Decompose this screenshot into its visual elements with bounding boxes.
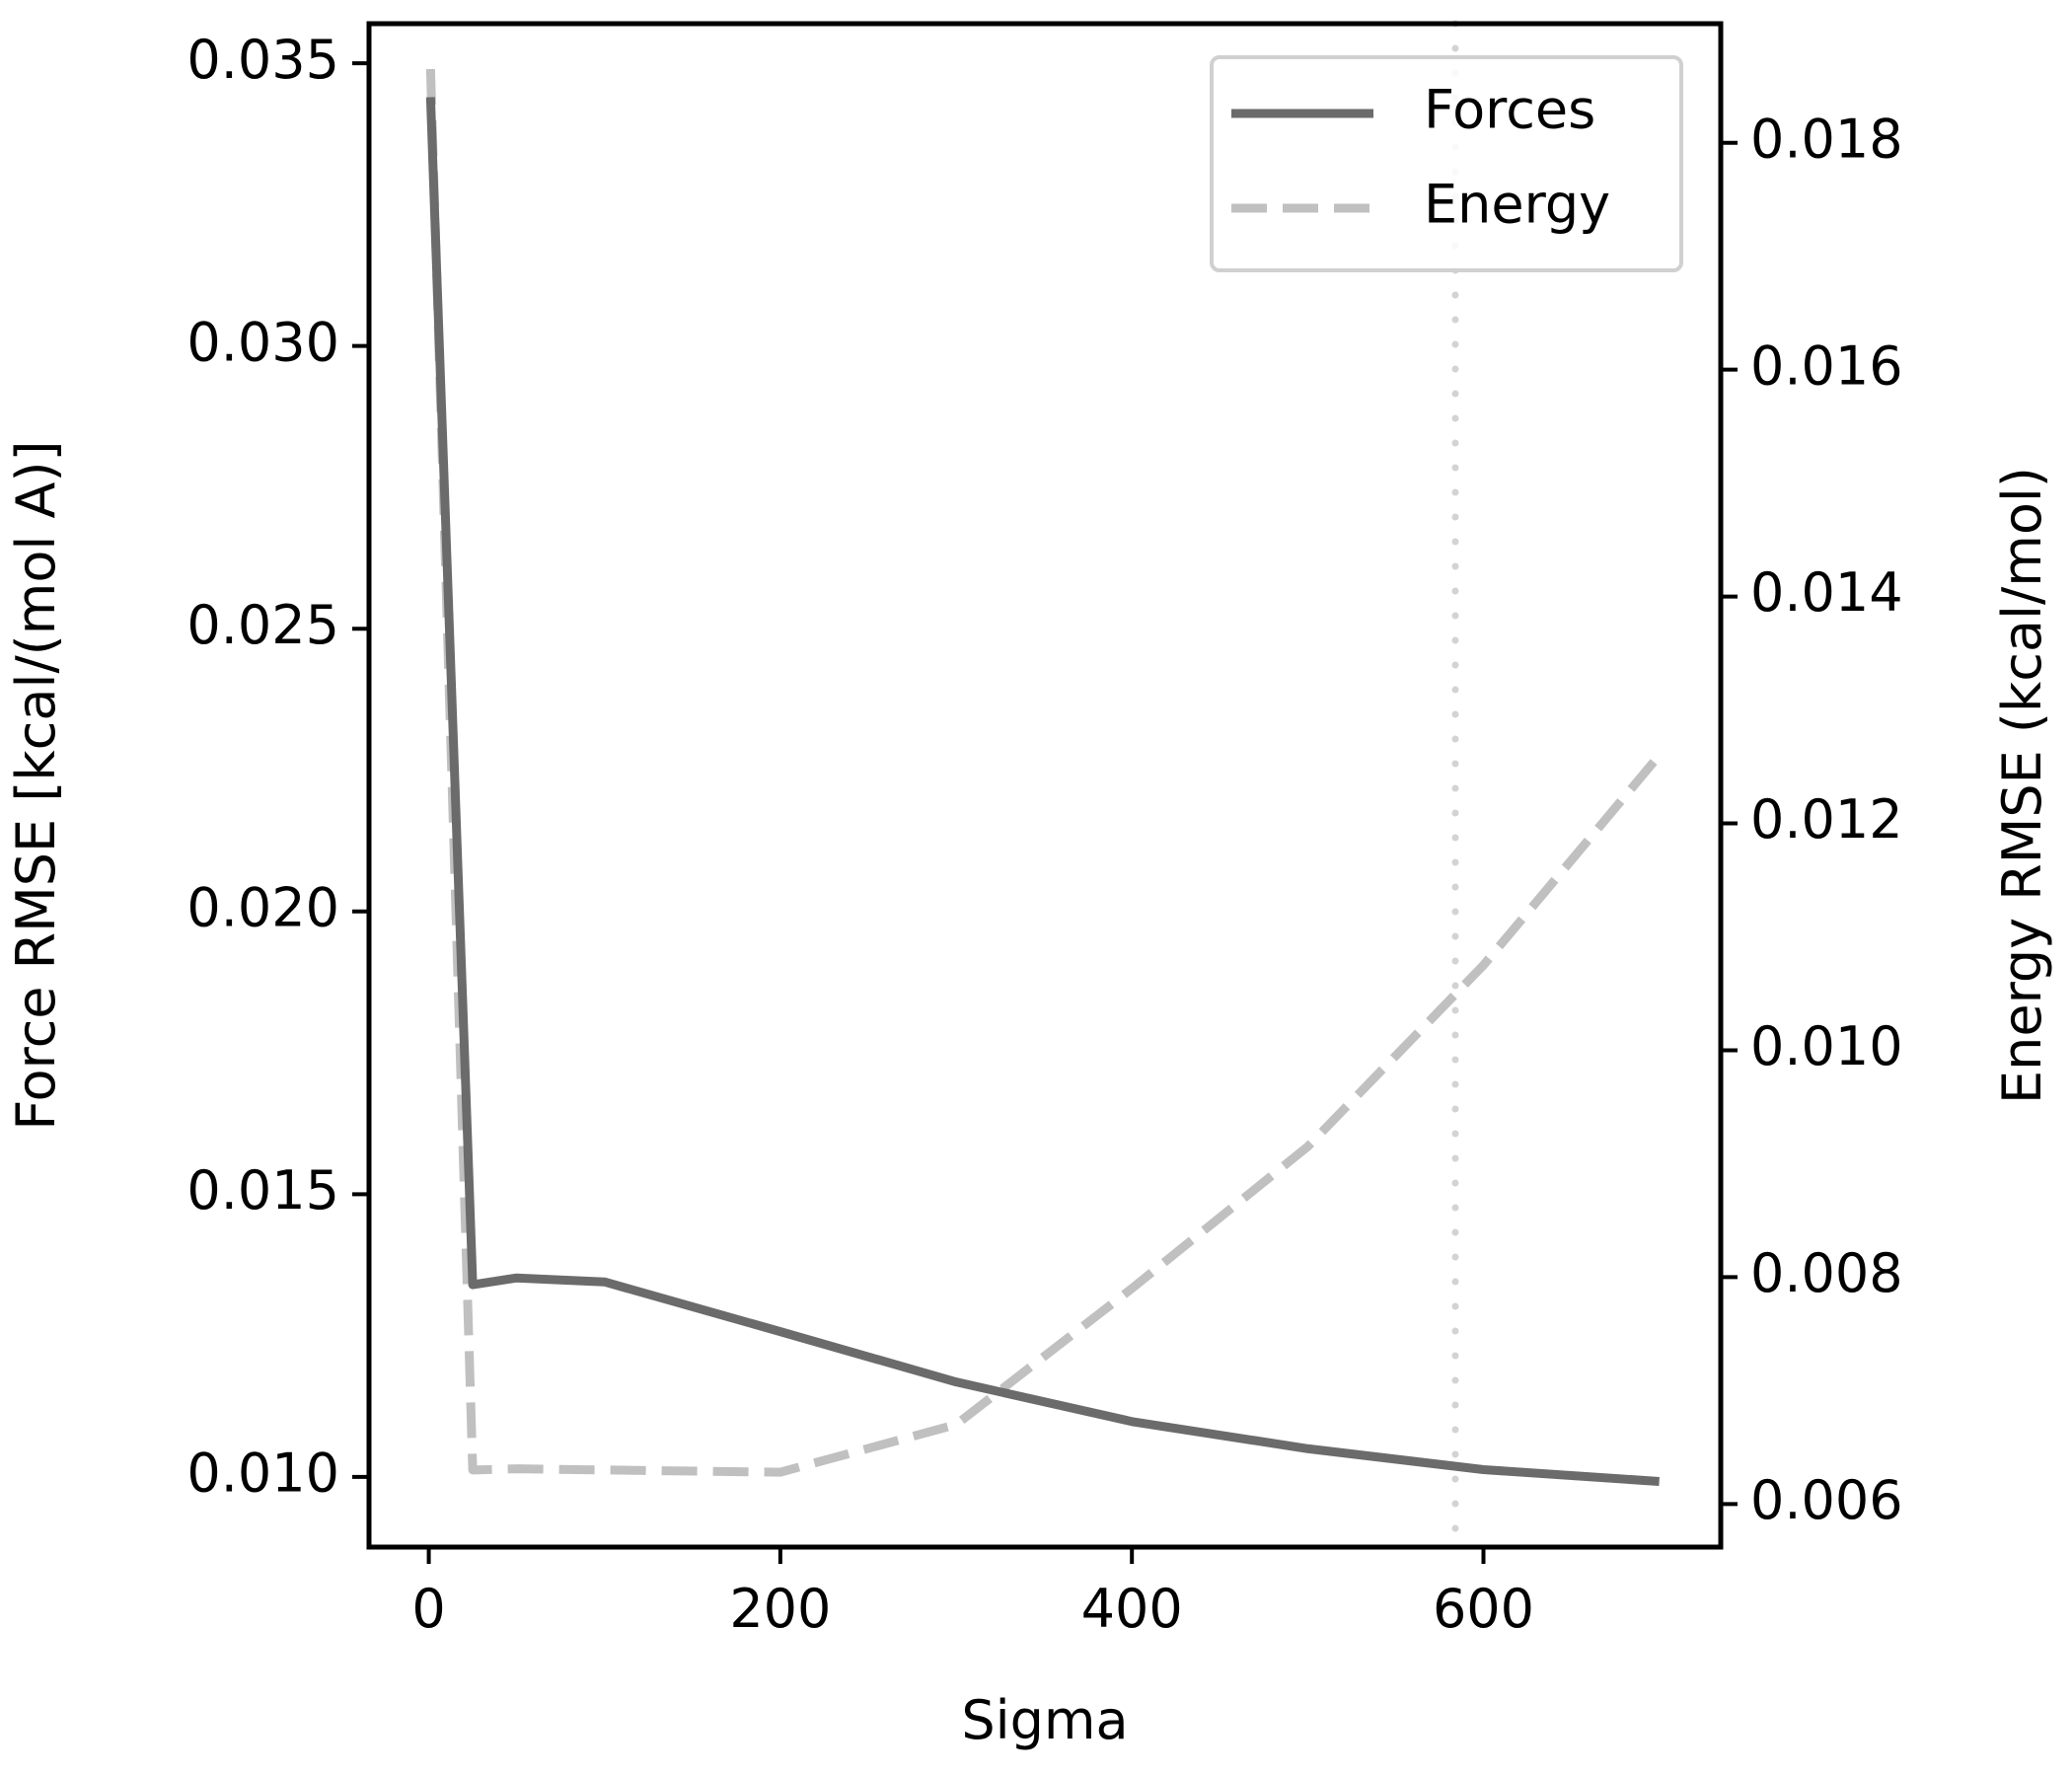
legend-label-energy: Energy xyxy=(1424,174,1610,236)
x-axis-label: Sigma xyxy=(961,1689,1128,1751)
right-y-tick-label: 0.012 xyxy=(1750,788,1903,851)
legend: Forces Energy xyxy=(1212,57,1681,270)
right-y-tick-label: 0.016 xyxy=(1750,334,1903,397)
right-y-tick-label: 0.014 xyxy=(1750,561,1903,624)
left-y-tick-label: 0.025 xyxy=(186,594,339,656)
right-y-tick-label: 0.010 xyxy=(1750,1015,1903,1077)
right-y-tick-label: 0.018 xyxy=(1750,108,1903,170)
x-tick-label: 400 xyxy=(1081,1578,1183,1640)
left-y-tick-label: 0.020 xyxy=(186,876,339,938)
left-y-tick-label: 0.030 xyxy=(186,311,339,373)
left-y-tick-label: 0.035 xyxy=(186,29,339,91)
right-y-tick-label: 0.006 xyxy=(1750,1469,1903,1531)
right-y-tick-label: 0.008 xyxy=(1750,1242,1903,1304)
x-tick-label: 200 xyxy=(729,1578,831,1640)
right-y-axis-label: Energy RMSE (kcal/mol) xyxy=(1991,467,2053,1104)
left-y-tick-label: 0.015 xyxy=(186,1159,339,1221)
legend-label-forces: Forces xyxy=(1424,79,1595,141)
left-y-axis-label: Force RMSE [kcal/(mol A)] xyxy=(5,440,67,1130)
x-tick-label: 0 xyxy=(411,1578,445,1640)
left-y-tick-label: 0.010 xyxy=(186,1443,339,1505)
x-tick-label: 600 xyxy=(1433,1578,1534,1640)
